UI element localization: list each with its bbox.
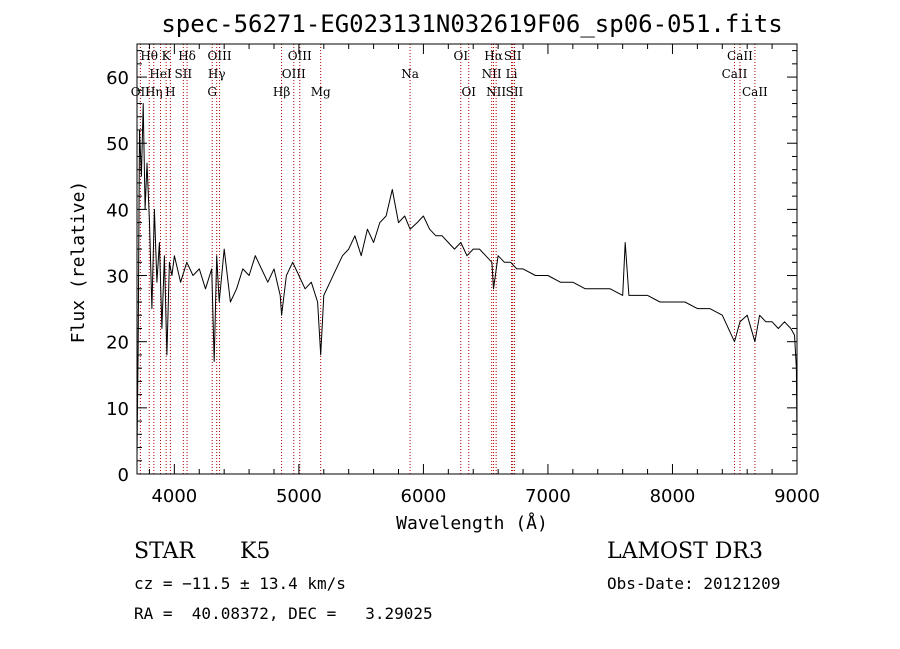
x-tick-label: 7000 [525, 486, 571, 507]
spectral-line-label: G [207, 85, 217, 99]
spectral-line-label: Hη [145, 85, 163, 99]
spectral-lines-layer: OII Hθ Hη HeI K H SII Hδ G OIII Hγ Hβ OIII OIII Mg Na OI… [131, 44, 768, 474]
spectral-line-label: OIII [288, 49, 312, 63]
redshift-text: cz = −11.5 ± 13.4 km/s [134, 574, 346, 593]
spectral-line-label: Li [506, 67, 518, 81]
chart-title: spec-56271-EG023131N032619F06_sp06-051.f… [161, 10, 782, 38]
y-tick-label: 10 [106, 399, 129, 420]
x-tick-label: 6000 [401, 486, 447, 507]
y-tick-label: 60 [106, 68, 129, 89]
plot-frame [136, 43, 798, 475]
spectral-line-label: Na [401, 67, 419, 81]
spectral-line-label: Mg [311, 85, 331, 99]
object-class: STAR [134, 539, 195, 564]
spectral-line-label: OIII [208, 49, 232, 63]
spectral-line-label: SII [504, 49, 522, 63]
y-tick-label: 50 [106, 134, 129, 155]
radec-text: RA = 40.08372, DEC = 3.29025 [134, 604, 433, 623]
spectral-line-label: NII [482, 67, 502, 81]
flux-series-line [136, 103, 798, 455]
x-tick-label: 4000 [151, 486, 197, 507]
x-tick-label: 8000 [650, 486, 696, 507]
ticks-layer: 4000 5000 6000 7000 8000 9000 0 10 20 30 40 50 60 [106, 44, 820, 507]
y-tick-label: 30 [106, 267, 129, 288]
y-axis-label: Flux (relative) [68, 181, 89, 344]
spectral-line-label: NII [486, 85, 506, 99]
x-tick-label: 9000 [774, 486, 820, 507]
x-tick-label: 5000 [276, 486, 322, 507]
spectral-line-label: Hβ [273, 85, 290, 99]
spectral-line-label: OI [461, 85, 476, 99]
spectral-line-label: CaII [722, 67, 748, 81]
spectral-line-label: OIII [282, 67, 306, 81]
spectral-line-label: Hδ [178, 49, 196, 63]
obs-date-text: Obs-Date: 20121209 [607, 574, 781, 593]
spectral-line-label: Hθ [140, 49, 158, 63]
spectral-line-label: K [162, 49, 172, 63]
spectral-line-label: OI [453, 49, 468, 63]
survey-name: LAMOST DR3 [607, 539, 763, 564]
spectral-line-label: SII [506, 85, 524, 99]
spectral-line-label: SII [174, 67, 192, 81]
series-layer [136, 103, 798, 455]
object-subclass: K5 [240, 539, 271, 564]
spectral-line-label: Hγ [208, 67, 226, 81]
spectral-line-label: HeI [149, 67, 172, 81]
y-tick-label: 20 [106, 333, 129, 354]
spectral-line-label: H [165, 85, 175, 99]
spectral-line-label: CaII [742, 85, 768, 99]
y-tick-label: 40 [106, 200, 129, 221]
x-axis-label: Wavelength (Å) [396, 512, 548, 534]
y-tick-label: 0 [118, 465, 129, 486]
spectral-line-label: OII [131, 85, 151, 99]
spectral-line-label: CaII [727, 49, 753, 63]
spectral-line-label: Hα [484, 49, 503, 63]
